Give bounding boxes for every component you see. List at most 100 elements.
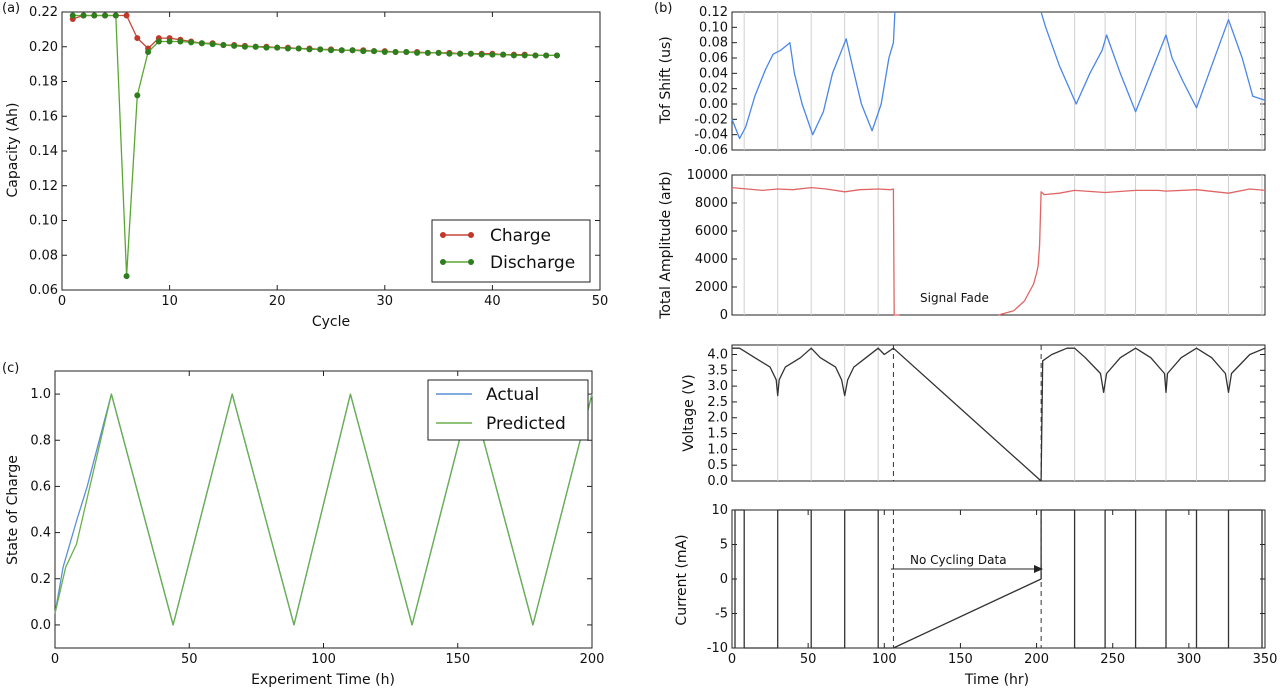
- xlabel-c: Experiment Time (h): [251, 672, 395, 688]
- ytick-label-a: 0.22: [29, 5, 58, 20]
- legend-marker-discharge: [468, 259, 474, 265]
- series-line-b1-0: [731, 11, 896, 140]
- chart-c: (c) Experiment Time (h) State of Charge …: [2, 361, 604, 688]
- ytick-label-b3: 0.5: [707, 458, 728, 473]
- ytick-label-b1: 0.02: [699, 82, 728, 97]
- series-line-b1-1: [1040, 11, 1266, 113]
- legend-box-a: [431, 219, 591, 283]
- data-point-a-1: [328, 47, 334, 54]
- legend-marker-charge: [468, 232, 474, 238]
- ytick-label-c: 1.0: [30, 387, 51, 402]
- ylabel-a: Capacity (Ah): [5, 102, 21, 197]
- data-point-a-0: [123, 12, 130, 19]
- ytick-label-a: 0.14: [29, 144, 58, 159]
- ylabel-b1: Tof Shift (us): [658, 36, 674, 124]
- ytick-label-a: 0.16: [29, 109, 58, 124]
- panel-label-a: (a): [2, 1, 20, 16]
- ytick-label-b1: 0.10: [699, 20, 728, 35]
- ytick-label-b3: 3.0: [707, 379, 728, 394]
- data-point-a-1: [177, 38, 184, 45]
- ticks-c: 0.0 0.2 0.4 0.6 0.8 1.0 0 50 100 150 200: [30, 370, 604, 667]
- ytick-label-a: 0.06: [29, 283, 58, 298]
- data-point-a-1: [424, 49, 431, 56]
- data-point-a-1: [467, 50, 474, 57]
- ytick-label-b4: 5: [720, 538, 728, 553]
- ylabel-b3: Voltage (V): [681, 374, 697, 451]
- panel-label-b: (b): [654, 1, 672, 16]
- data-point-a-1: [414, 49, 421, 56]
- ytick-label-b3: 1.5: [707, 427, 728, 442]
- data-point-a-1: [435, 49, 442, 56]
- ytick-label-a: 0.10: [29, 214, 58, 229]
- ylabel-c: State of Charge: [5, 455, 21, 565]
- ytick-label-b3: 1.0: [707, 442, 728, 457]
- data-point-a-1: [295, 45, 302, 52]
- xtick-label-a: 30: [377, 294, 394, 309]
- data-point-a-1: [231, 42, 238, 49]
- ytick-label-b3: 2.0: [707, 411, 728, 426]
- data-point-a-0: [134, 35, 141, 42]
- xtick-label-a: 0: [58, 294, 66, 309]
- ytick-label-b1: 0.06: [699, 51, 728, 66]
- data-point-a-1: [209, 41, 216, 48]
- ytick-label-b2: 0: [720, 308, 728, 323]
- data-point-a-1: [263, 44, 270, 51]
- axes-frame-b3: [731, 344, 1266, 482]
- legend-marker-charge: [440, 232, 446, 238]
- annotation-signal-fade: Signal Fade: [920, 291, 989, 305]
- data-point-a-1: [360, 48, 367, 55]
- ytick-label-b1: 0.00: [699, 97, 728, 112]
- legend-label-discharge: Discharge: [490, 253, 575, 273]
- ytick-label-b1: 0.12: [699, 5, 728, 20]
- data-point-a-1: [403, 48, 410, 55]
- data-point-a-1: [220, 42, 227, 49]
- ytick-label-a: 0.08: [29, 248, 58, 263]
- panel-label-c: (c): [2, 361, 19, 376]
- xtick-label-c: 100: [311, 652, 336, 667]
- data-point-a-1: [489, 51, 496, 58]
- xlabel-b4: Time (hr): [964, 672, 1029, 688]
- ytick-label-c: 0.6: [30, 479, 51, 494]
- ytick-label-b1: 0.08: [699, 36, 728, 51]
- data-point-a-1: [166, 38, 173, 45]
- data-point-a-1: [134, 92, 141, 99]
- annotation-no-cycling-data: No Cycling Data: [910, 553, 1007, 567]
- xlabel-a: Cycle: [312, 314, 350, 330]
- legend-label-actual: Actual: [486, 385, 539, 405]
- data-point-a-1: [371, 48, 378, 55]
- data-point-a-1: [274, 44, 281, 51]
- legend-label-predicted: Predicted: [486, 414, 566, 434]
- data-point-a-1: [510, 52, 517, 59]
- legend-marker-discharge: [440, 259, 446, 265]
- xtick-label-a: 50: [592, 294, 609, 309]
- data-point-a-1: [478, 51, 485, 58]
- xtick-label-b4: 350: [1253, 652, 1278, 667]
- axes-frame-b4: [731, 509, 1266, 649]
- data-point-a-1: [241, 43, 248, 50]
- ytick-label-b4: -10: [707, 641, 728, 656]
- xtick-label-b4: 50: [800, 652, 817, 667]
- ytick-label-b4: -5: [715, 607, 728, 622]
- data-point-a-1: [457, 50, 464, 57]
- ytick-label-b3: 2.5: [707, 395, 728, 410]
- data-point-a-1: [392, 48, 399, 55]
- data-point-a-1: [198, 40, 205, 47]
- data-point-a-1: [91, 12, 98, 19]
- ytick-label-b2: 8000: [695, 196, 728, 211]
- data-point-a-1: [80, 12, 87, 19]
- ytick-label-c: 0.8: [30, 433, 51, 448]
- axes-frame-b2: [731, 174, 1266, 316]
- xtick-label-c: 0: [51, 652, 59, 667]
- data-point-a-1: [553, 52, 560, 59]
- ytick-label-a: 0.18: [29, 75, 58, 90]
- ytick-label-b4: 0: [720, 572, 728, 587]
- annotation-arrowhead: [1034, 565, 1043, 573]
- data-point-a-1: [543, 52, 550, 59]
- ticks-b: -0.06-0.04-0.020.000.020.040.060.080.100…: [687, 5, 1278, 667]
- data-point-a-1: [123, 273, 130, 280]
- ytick-label-b3: 4.0: [707, 347, 728, 362]
- chart-a: (a) Cycle Capacity (Ah) 0.06 0.08 0.10 0.12…: [2, 1, 608, 330]
- ytick-label-b2: 6000: [695, 224, 728, 239]
- data-point-a-1: [155, 38, 162, 45]
- legend-label-charge: Charge: [490, 226, 551, 246]
